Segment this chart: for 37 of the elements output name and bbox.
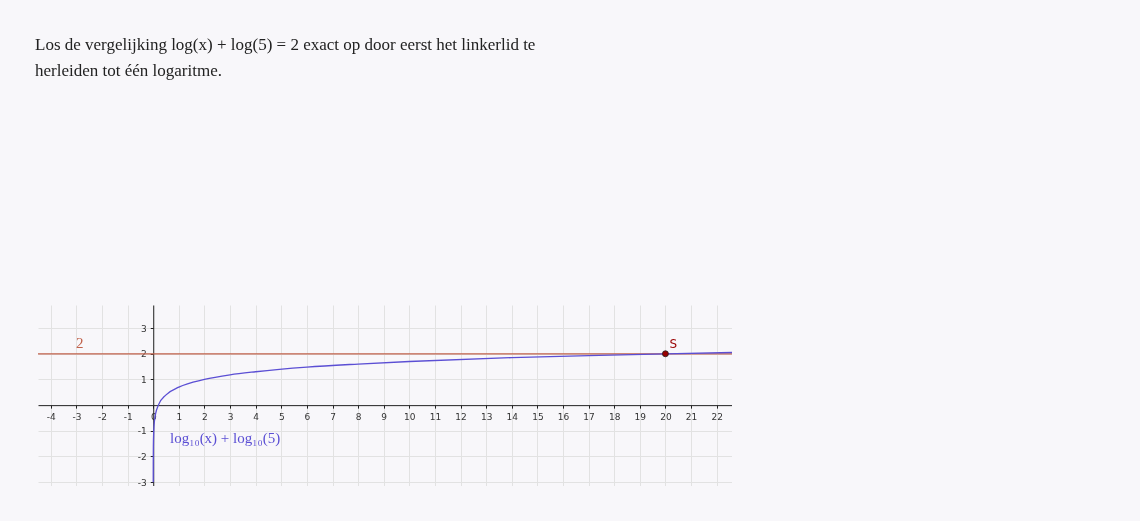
x-tick-label: 13 <box>480 411 493 422</box>
y-tick-label: 3 <box>141 323 147 334</box>
x-tick-label: -4 <box>46 411 57 422</box>
x-tick-label: 6 <box>304 411 311 422</box>
line-series <box>152 351 732 483</box>
x-tick-label: 5 <box>278 411 285 422</box>
x-tick-label: -1 <box>123 411 133 422</box>
y-tick-label: 1 <box>141 374 147 385</box>
series-label: S <box>669 336 678 351</box>
x-tick-label: 11 <box>429 411 442 422</box>
x-tick-label: 2 <box>202 411 208 422</box>
series-label: log₁₀(x) + log₁₀(5) <box>170 430 281 447</box>
x-tick-label: 14 <box>506 411 519 422</box>
x-tick-label: 16 <box>557 411 570 422</box>
y-tick-label: -1 <box>137 426 147 437</box>
x-tick-label: 22 <box>711 411 723 422</box>
x-tick-label: 19 <box>634 411 647 422</box>
y-tick-label: 2 <box>141 349 147 360</box>
x-tick-label: 7 <box>330 411 336 422</box>
x-tick-label: -2 <box>98 411 108 422</box>
x-tick-label: 1 <box>176 411 183 422</box>
x-tick-label: -3 <box>72 411 82 422</box>
x-tick-label: 9 <box>381 411 388 422</box>
ref-line-label: 2 <box>76 334 84 351</box>
chart-title: Los de vergelijking log(x) + log(5) = 2 exact op door eerst het linkerlid te herleiden tot één logaritme. <box>35 34 537 82</box>
x-tick-label: 15 <box>532 411 544 422</box>
x-tick-label: 20 <box>660 411 672 422</box>
x-tick-label: 18 <box>608 411 621 422</box>
x-tick-label: 10 <box>404 411 416 422</box>
y-tick-label: -3 <box>137 477 147 488</box>
x-tick-label: 8 <box>355 411 362 422</box>
y-tick-label: -2 <box>137 451 147 462</box>
x-tick-label: 21 <box>685 411 698 422</box>
x-tick-label: 3 <box>227 411 234 422</box>
x-tick-label: 17 <box>583 411 595 422</box>
x-tick-label: 12 <box>455 411 467 422</box>
x-tick-label: 4 <box>253 411 260 422</box>
